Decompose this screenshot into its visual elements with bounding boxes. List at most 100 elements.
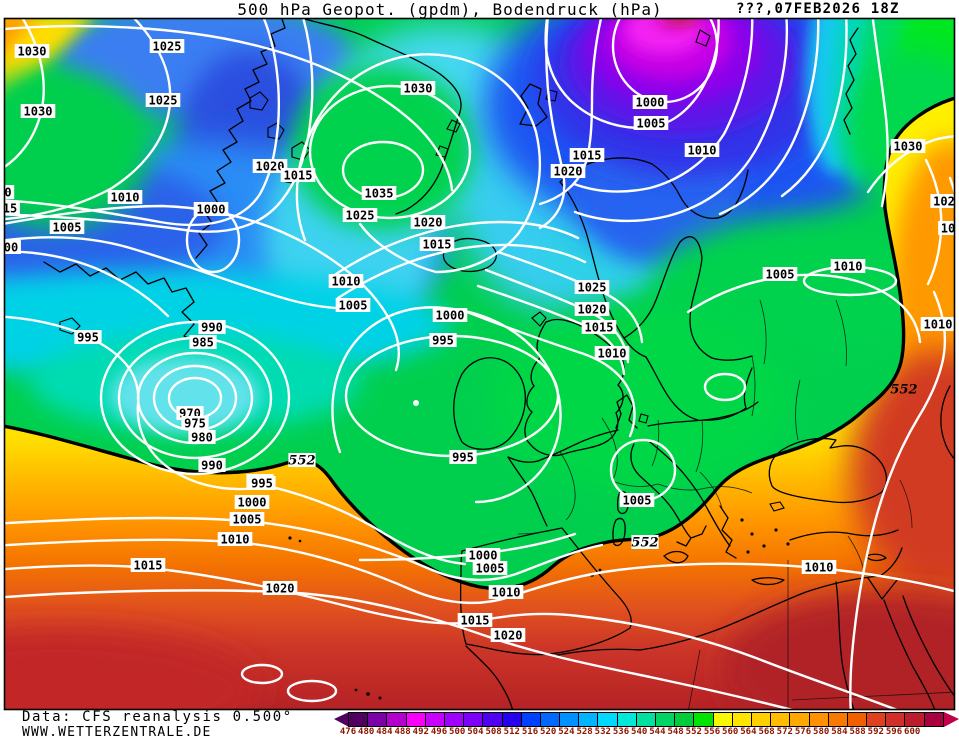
colorbar-tick: 504 [467,727,484,737]
svg-text:1010: 1010 [834,260,863,274]
svg-text:1020: 1020 [256,160,285,174]
svg-text:1010: 1010 [688,144,717,158]
colorbar-segment [348,712,369,727]
colorbar-segments [348,712,944,727]
pressure-label: 1010 [830,259,866,274]
map-frame [3,17,956,711]
svg-text:985: 985 [192,336,214,350]
colorbar-tick: 520 [540,727,557,737]
geopotential-colorbar [334,712,959,727]
svg-text:1030: 1030 [24,105,53,119]
colorbar-tick: 512 [503,727,520,737]
svg-text:1010: 1010 [492,586,521,600]
pressure-label: 1010 [488,585,524,600]
pressure-label: 1015 [130,558,166,573]
pressure-label: 1015 [569,148,605,163]
colorbar-segment [866,712,887,727]
svg-text:1000: 1000 [469,549,498,563]
data-source-text: Data: CFS reanalysis 0.500° [22,709,293,725]
svg-text:1005: 1005 [623,494,652,508]
pressure-label: 1030 [20,104,56,119]
colorbar-right-arrow-icon [943,712,959,727]
svg-text:1010: 1010 [805,561,834,575]
pressure-label: 1005 [229,512,265,527]
pressure-label: 995 [449,450,477,465]
colorbar-segment [520,712,541,727]
pressure-label: 1010 [801,560,837,575]
colorbar-segment [616,712,637,727]
svg-text:1010: 1010 [111,191,140,205]
colorbar-segment [559,712,580,727]
svg-text:15: 15 [3,202,17,216]
colorbar-segment [482,712,503,727]
svg-text:980: 980 [191,431,213,445]
pressure-label: 1010 [920,317,954,332]
pressure-label: 1015 [457,613,493,628]
page-title: 500 hPa Geopot. (gpdm), Bodendruck (hPa) [237,0,663,19]
svg-text:1015: 1015 [134,559,163,573]
colorbar-segment [904,712,925,727]
colorbar-tick: 588 [849,727,866,737]
svg-text:00: 00 [4,241,18,255]
colorbar-segment [463,712,484,727]
svg-text:975: 975 [184,417,206,431]
colorbar-segment [789,712,810,727]
colorbar-tick: 500 [449,727,466,737]
colorbar-segment [539,712,561,727]
pressure-label: 1000 [432,308,468,323]
warm-field-layer [5,98,954,709]
colorbar-tick: 480 [358,727,375,737]
pressure-label: 1000 [465,548,501,563]
geopotential-label: 552 [631,535,659,551]
svg-text:1005: 1005 [233,513,262,527]
pressure-label: 995 [429,333,457,348]
pressure-label: 1030 [14,44,50,59]
pressure-label: 1015 [419,237,455,252]
colorbar-left-arrow-icon [334,712,349,727]
colorbar-segment [405,712,426,727]
pressure-label: 1005 [619,493,655,508]
pressure-label: 1030 [400,81,436,96]
svg-text:1005: 1005 [766,268,795,282]
colorbar-segment [367,712,388,727]
pressure-label: 990 [198,458,226,473]
pressure-label: 0 [5,185,15,200]
svg-text:1000: 1000 [436,309,465,323]
pressure-label: 1020 [490,628,526,643]
pressure-label: 1020 [574,302,610,317]
colorbar-segment [424,712,445,727]
colorbar-tick: 476 [339,727,357,737]
forecast-datetime: ???,07FEB2026 18Z [736,1,900,17]
svg-text:1010: 1010 [924,318,953,332]
svg-text:552: 552 [890,383,917,398]
pressure-label: 1010 [684,143,720,158]
colorbar-tick: 544 [649,727,666,737]
pressure-label: 1000 [234,495,270,510]
svg-text:102: 102 [933,195,955,209]
svg-text:1015: 1015 [585,321,614,335]
colorbar-tick: 568 [758,727,775,737]
svg-text:1020: 1020 [266,582,295,596]
colorbar-segment [712,712,733,727]
colorbar-tick: 524 [558,727,575,737]
svg-text:1010: 1010 [332,275,361,289]
svg-text:1000: 1000 [238,496,267,510]
colorbar-segment [923,712,944,727]
colorbar-segment [635,712,656,727]
pressure-label: 1005 [472,561,508,576]
website-text: WWW.WETTERZENTRALE.DE [22,725,212,740]
svg-text:1030: 1030 [18,45,47,59]
pressure-label: 1010 [594,346,630,361]
colorbar-segment [750,712,772,727]
svg-text:1020: 1020 [414,216,443,230]
pressure-label: 00 [4,240,21,255]
colorbar-segment [770,712,791,727]
svg-text:1025: 1025 [346,209,375,223]
pressure-label: 15 [3,201,20,216]
svg-text:990: 990 [201,459,223,473]
svg-text:995: 995 [432,334,454,348]
pressure-label: 10 [938,221,954,236]
colorbar-segment [443,712,465,727]
